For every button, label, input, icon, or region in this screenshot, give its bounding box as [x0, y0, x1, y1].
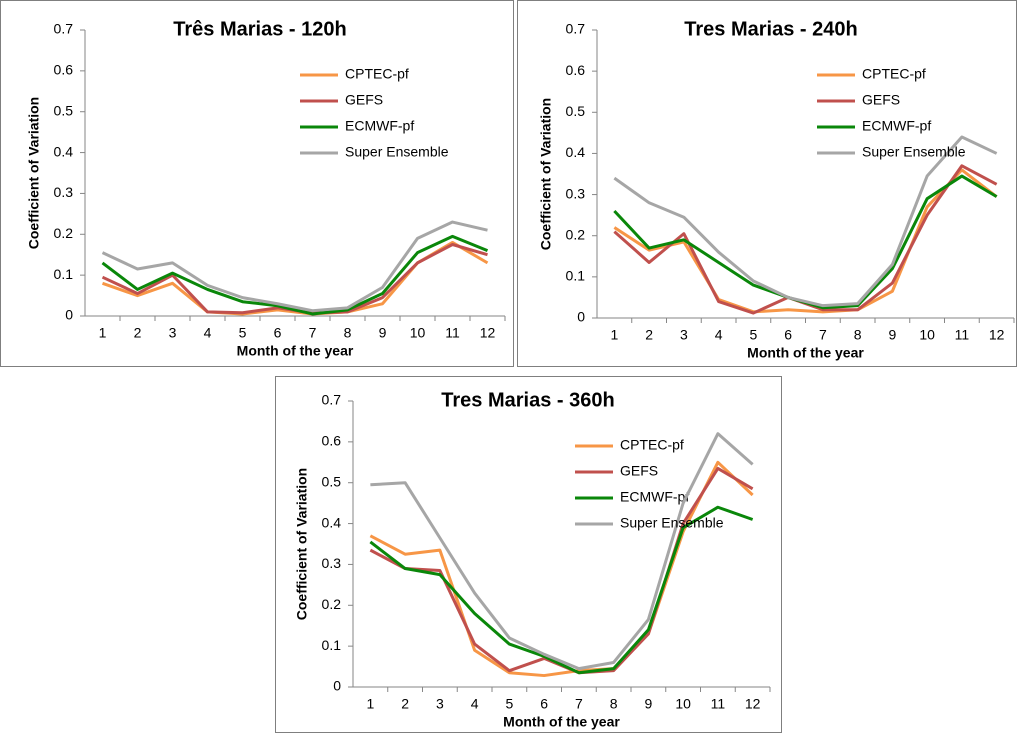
legend-label: ECMWF-pf	[620, 489, 689, 505]
legend-label: GEFS	[620, 463, 658, 479]
y-tick-label: 0.7	[566, 21, 586, 37]
y-tick-label: 0.3	[322, 555, 342, 571]
x-tick-label: 3	[169, 325, 177, 341]
x-tick-label: 10	[919, 327, 935, 343]
x-tick-label: 11	[955, 327, 970, 343]
x-tick-label: 4	[204, 325, 212, 341]
x-tick-label: 4	[715, 327, 723, 343]
panel-border	[275, 376, 782, 733]
y-tick-label: 0	[65, 307, 73, 323]
x-tick-label: 2	[134, 325, 142, 341]
x-tick-label: 2	[645, 327, 653, 343]
x-tick-label: 7	[309, 325, 317, 341]
y-tick-label: 0.1	[566, 268, 586, 284]
x-axis-title: Month of the year	[503, 714, 620, 730]
panel-border	[0, 0, 514, 367]
x-tick-label: 6	[784, 327, 792, 343]
y-tick-label: 0.7	[54, 21, 74, 37]
x-tick-label: 11	[711, 696, 726, 712]
y-tick-label: 0.4	[566, 144, 586, 160]
x-tick-label: 5	[505, 696, 513, 712]
y-tick-label: 0.6	[566, 62, 586, 78]
y-tick-label: 0.5	[566, 103, 586, 119]
y-tick-label: 0.6	[54, 62, 74, 78]
chart-title: Tres Marias - 240h	[684, 18, 857, 40]
series-line	[613, 168, 998, 314]
legend-label: ECMWF-pf	[345, 118, 414, 134]
x-tick-label: 5	[749, 327, 757, 343]
legend-label: CPTEC-pf	[620, 437, 684, 453]
x-tick-label: 9	[644, 696, 652, 712]
x-tick-label: 7	[819, 327, 827, 343]
series-line	[369, 505, 754, 675]
y-tick-label: 0	[577, 309, 585, 325]
y-tick-label: 0.1	[54, 266, 74, 282]
x-tick-label: 9	[379, 325, 387, 341]
x-tick-label: 10	[410, 325, 426, 341]
y-tick-label: 0.5	[54, 102, 74, 118]
x-axis-title: Month of the year	[237, 343, 354, 359]
legend-label: GEFS	[345, 92, 383, 108]
x-tick-label: 3	[436, 696, 444, 712]
legend-label: GEFS	[862, 92, 900, 108]
y-tick-label: 0.4	[322, 514, 342, 530]
x-tick-label: 7	[575, 696, 583, 712]
x-tick-label: 6	[540, 696, 548, 712]
x-tick-label: 4	[471, 696, 479, 712]
legend-label: CPTEC-pf	[862, 66, 926, 82]
x-tick-label: 9	[888, 327, 896, 343]
x-tick-label: 8	[344, 325, 352, 341]
x-tick-label: 8	[854, 327, 862, 343]
y-tick-label: 0.5	[322, 473, 342, 489]
y-tick-label: 0.2	[566, 226, 586, 242]
legend-label: Super Ensemble	[620, 515, 724, 531]
y-tick-label: 0	[333, 678, 341, 694]
chart-title: Três Marias - 120h	[173, 18, 346, 40]
y-tick-label: 0.2	[54, 225, 74, 241]
x-tick-label: 5	[239, 325, 247, 341]
series-line	[101, 234, 489, 316]
series-line	[369, 466, 754, 675]
x-tick-label: 1	[99, 325, 107, 341]
x-tick-label: 11	[445, 325, 460, 341]
y-tick-label: 0.1	[322, 637, 342, 653]
legend-label: ECMWF-pf	[862, 118, 931, 134]
y-tick-label: 0.3	[566, 185, 586, 201]
x-tick-label: 1	[610, 327, 618, 343]
y-axis-title: Coefficient of Variation	[538, 98, 554, 250]
x-tick-label: 12	[745, 696, 761, 712]
x-tick-label: 3	[680, 327, 688, 343]
y-tick-label: 0.2	[322, 596, 342, 612]
x-tick-label: 6	[274, 325, 282, 341]
y-tick-label: 0.7	[322, 392, 342, 408]
legend-label: Super Ensemble	[862, 144, 966, 160]
legend-label: Super Ensemble	[345, 144, 449, 160]
y-tick-label: 0.6	[322, 433, 342, 449]
y-axis-title: Coefficient of Variation	[294, 468, 310, 620]
series-line	[370, 432, 754, 671]
y-tick-label: 0.3	[54, 184, 74, 200]
x-tick-label: 12	[480, 325, 496, 341]
chart-title: Tres Marias - 360h	[441, 389, 614, 411]
series-line	[613, 164, 998, 315]
x-tick-label: 8	[610, 696, 618, 712]
y-tick-label: 0.4	[54, 143, 74, 159]
legend-label: CPTEC-pf	[345, 66, 409, 82]
x-tick-label: 12	[989, 327, 1005, 343]
x-axis-title: Month of the year	[747, 345, 864, 361]
y-axis-title: Coefficient of Variation	[26, 97, 42, 249]
x-tick-label: 1	[366, 696, 374, 712]
series-line	[369, 460, 754, 678]
series-line	[613, 135, 998, 308]
x-tick-label: 10	[675, 696, 691, 712]
x-tick-label: 2	[401, 696, 409, 712]
series-line	[101, 220, 488, 313]
